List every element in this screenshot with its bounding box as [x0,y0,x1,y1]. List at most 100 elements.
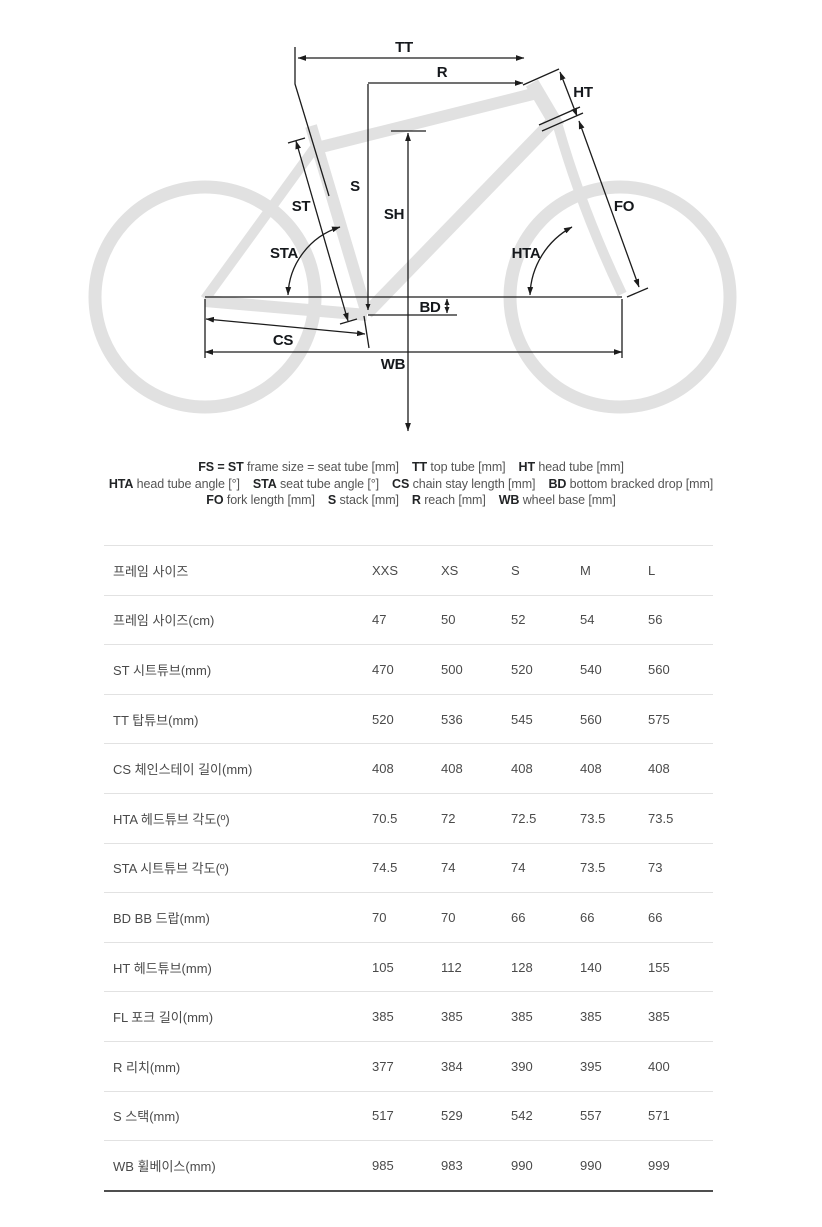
legend-line: HTA head tube angle [°] STA seat tube ang… [0,476,822,493]
spec-value-cell: 542 [511,1108,533,1124]
legend-abbr: BD [548,476,567,491]
spec-value-cell: 395 [580,1058,602,1074]
spec-value-cell: 66 [580,909,595,925]
head-tube [525,79,565,131]
spec-value-cell: 54 [580,612,595,628]
legend-line: FO fork length [mm] S stack [mm] R reach [… [0,492,822,509]
legend-entry: STA seat tube angle [°] [253,476,379,493]
abbreviation-legend: FS = ST frame size = seat tube [mm] TT to… [0,459,822,509]
legend-desc: wheel base [mm] [519,493,616,508]
legend-entry: HTA head tube angle [°] [109,476,240,493]
legend-desc: reach [mm] [420,493,486,508]
spec-value-cell: 66 [648,909,663,925]
spec-value-cell: 560 [648,661,670,677]
legend-entry: BD bottom bracked drop [mm] [548,476,713,493]
legend-abbr: R [411,493,421,508]
spec-value-cell: 66 [511,909,526,925]
spec-value-cell: 517 [372,1108,394,1124]
label-sh: SH [384,206,404,223]
table-row: CS 체인스테이 길이(mm) 408 408 408 408 408 [104,743,713,794]
label-bd: BD [419,299,441,316]
break-hash-2 [541,112,584,132]
size-column-header: M [580,562,591,578]
label-hta: HTA [512,245,541,262]
spec-value-cell: 400 [648,1058,670,1074]
spec-value-cell: 385 [372,1009,394,1025]
geometry-table-body: 프레임 사이즈 XXS XS S M L 프레임 사이즈(cm) 47 50 52 54 56 ST 시… [104,546,713,1191]
size-column-header: L [648,562,656,578]
legend-abbr: TT [411,460,428,474]
table-row: ST 시트튜브(mm) 470 500 520 540 560 [104,644,713,695]
legend-entry: CS chain stay length [mm] [392,476,536,493]
label-st: ST [292,198,311,215]
dim-extension-right [522,68,560,86]
spec-label-cell: ST 시트튜브(mm) [113,662,212,678]
spec-value-cell: 985 [372,1157,394,1173]
table-row: BD BB 드랍(mm) 70 70 66 66 66 [104,892,713,943]
down-tube [362,115,559,318]
table-row: S 스택(mm) 517 529 542 557 571 [104,1091,713,1141]
spec-label-cell: BD BB 드랍(mm) [113,910,210,926]
legend-entry: TT top tube [mm] [412,459,506,476]
break-hash-1 [538,106,581,126]
legend-abbr: FS = ST [198,460,244,474]
seat-stay-tube [200,143,321,302]
dim-st-bottom-tick [339,318,358,325]
spec-value-cell: 540 [580,661,602,677]
spec-label-cell: 프레임 사이즈(cm) [113,613,215,629]
spec-value-cell: 408 [648,761,670,777]
table-row: 프레임 사이즈(cm) 47 50 52 54 56 [104,595,713,645]
legend-desc: top tube [mm] [427,460,506,474]
spec-value-cell: 560 [580,711,602,727]
legend-desc: chain stay length [mm] [409,476,536,491]
spec-value-cell: 70 [441,909,456,925]
spec-value-cell: 73 [648,860,663,876]
size-column-header: S [511,562,520,578]
dim-hta-arc [527,226,573,296]
spec-value-cell: 571 [648,1108,670,1124]
legend-desc: head tube angle [°] [133,476,240,491]
spec-value-cell: 128 [511,959,533,975]
legend-desc: fork length [mm] [223,493,315,508]
legend-desc: bottom bracked drop [mm] [566,476,714,491]
legend-abbr: CS [392,476,410,491]
legend-entry: HT head tube [mm] [519,459,624,476]
table-row: HT 헤드튜브(mm) 105 112 128 140 155 [104,942,713,992]
label-tt: TT [395,39,413,56]
spec-value-cell: 408 [580,761,602,777]
label-sta: STA [270,245,298,262]
table-row: FL 포크 길이(mm) 385 385 385 385 385 [104,991,713,1042]
spec-value-cell: 557 [580,1108,602,1124]
table-row: HTA 헤드튜브 각도(º) 70.5 72 72.5 73.5 73.5 [104,793,713,843]
spec-label-cell: STA 시트튜브 각도(º) [113,861,229,877]
spec-value-cell: 408 [511,761,533,777]
legend-abbr: HTA [108,476,134,491]
bike-geometry-svg: TT R HT ST S SH FO STA HTA BD CS WB [88,39,737,432]
spec-value-cell: 390 [511,1058,533,1074]
spec-value-cell: 155 [648,959,670,975]
table-row: TT 탑튜브(mm) 520 536 545 560 575 [104,694,713,744]
spec-value-cell: 385 [648,1009,670,1025]
legend-entry: R reach [mm] [412,492,486,509]
spec-value-cell: 377 [372,1058,394,1074]
spec-value-cell: 470 [372,661,394,677]
spec-value-cell: 70.5 [372,810,398,826]
label-ht: HT [573,84,593,101]
spec-value-cell: 575 [648,711,670,727]
spec-value-cell: 385 [441,1009,463,1025]
table-row: WB 휠베이스(mm) 985 983 990 990 999 [104,1140,713,1191]
spec-value-cell: 990 [580,1157,602,1173]
spec-value-cell: 529 [441,1108,463,1124]
legend-abbr: HT [518,460,536,474]
spec-label-cell: 프레임 사이즈 [113,563,189,579]
spec-value-cell: 385 [580,1009,602,1025]
legend-entry: FS = ST frame size = seat tube [mm] [198,459,399,476]
spec-value-cell: 520 [372,711,394,727]
spec-label-cell: WB 휠베이스(mm) [113,1158,216,1174]
spec-label-cell: S 스택(mm) [113,1109,180,1125]
spec-value-cell: 73.5 [648,810,674,826]
spec-value-cell: 536 [441,711,463,727]
spec-label-cell: HTA 헤드튜브 각도(º) [113,811,230,827]
legend-desc: frame size = seat tube [mm] [243,460,399,474]
